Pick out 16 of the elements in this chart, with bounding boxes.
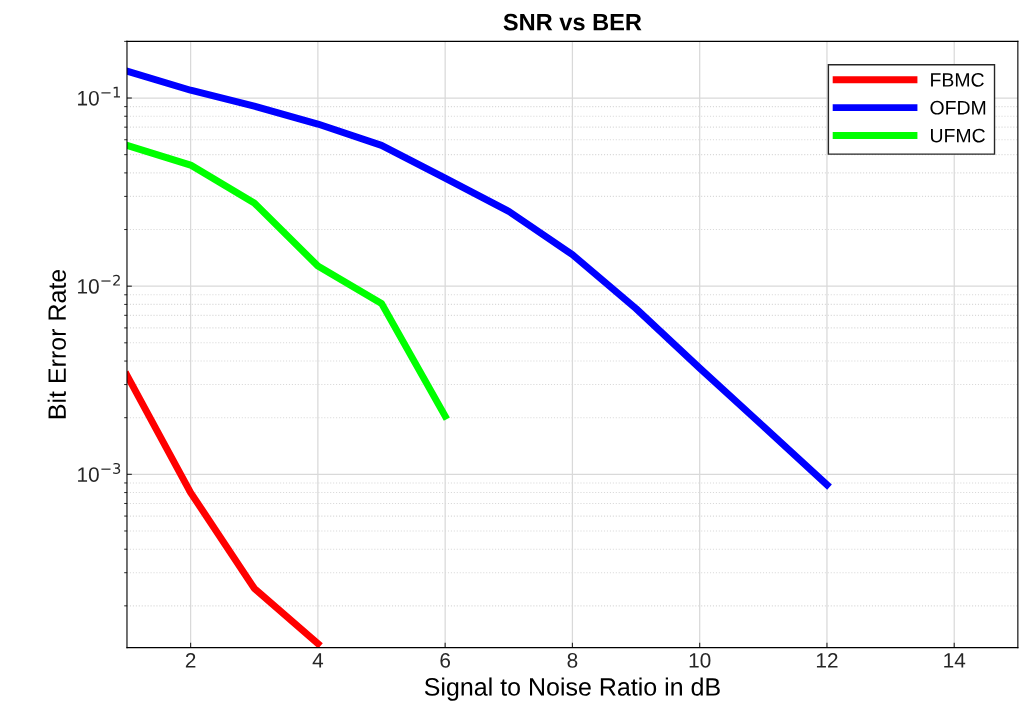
chart-title: SNR vs BER: [503, 13, 642, 31]
legend-label: OFDM: [930, 100, 986, 115]
y-tick-label: 10$^{−1}$: [78, 86, 121, 106]
x-tick-label: 4: [312, 653, 324, 668]
y-tick-label: 10$^{−2}$: [78, 274, 120, 294]
y-tick-label: 10$^{−3}$: [78, 462, 121, 482]
x-tick-label: 12: [816, 653, 838, 668]
y-axis-title: Bit Error Rate: [47, 269, 66, 419]
x-axis-title: Signal to Noise Ratio in dB: [424, 677, 720, 701]
x-tick-label: 14: [944, 653, 966, 668]
x-tick-label: 8: [567, 653, 578, 668]
x-tick-label: 10: [689, 653, 711, 668]
x-tick-label: 6: [440, 653, 451, 668]
legend-label: FBMC: [931, 73, 984, 87]
x-tick-label: 2: [185, 653, 196, 668]
legend-label: UFMC: [931, 128, 985, 143]
